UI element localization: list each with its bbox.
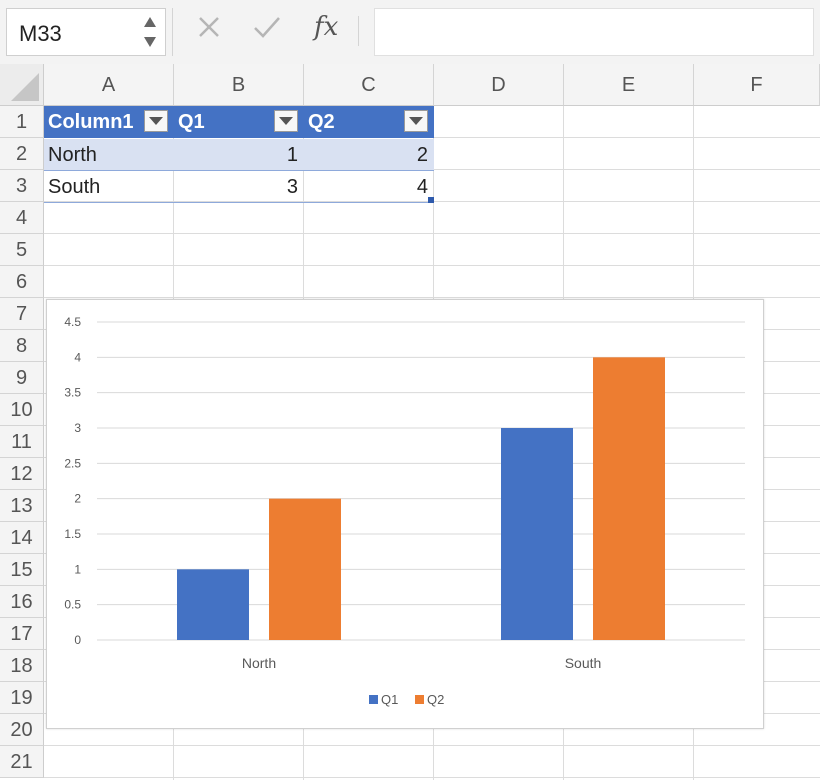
column-header-a[interactable]: A <box>44 64 174 106</box>
y-tick-label: 1.5 <box>64 527 81 541</box>
row-header-1[interactable]: 1 <box>0 106 44 138</box>
table-cell[interactable]: 1 <box>174 139 304 171</box>
name-box-value: M33 <box>19 21 62 46</box>
y-tick-label: 3.5 <box>64 386 81 400</box>
row-header-10[interactable]: 10 <box>0 394 44 426</box>
table-cell[interactable]: 2 <box>304 139 434 171</box>
gridline <box>44 297 820 298</box>
table-header-label: Q1 <box>178 111 205 133</box>
row-header-6[interactable]: 6 <box>0 266 44 298</box>
column-header-c[interactable]: C <box>304 64 434 106</box>
column-chart[interactable]: 0 0.5 1 1.5 2 2.5 3 3.5 4 4.5 North South Q1 Q2 <box>46 299 764 729</box>
formula-bar: M33 fx <box>0 0 820 65</box>
x-tick-label: North <box>242 655 276 671</box>
bar-q1-south <box>501 428 573 640</box>
table-resize-handle[interactable] <box>428 197 434 203</box>
row-header-9[interactable]: 9 <box>0 362 44 394</box>
column-header-f[interactable]: F <box>694 64 820 106</box>
chart-canvas: 0 0.5 1 1.5 2 2.5 3 3.5 4 4.5 North South Q1 Q2 <box>64 315 745 707</box>
check-icon[interactable] <box>252 14 282 40</box>
row-header-11[interactable]: 11 <box>0 426 44 458</box>
name-box-spinner-icon[interactable] <box>143 15 157 49</box>
filter-dropdown-button[interactable] <box>274 110 298 132</box>
select-all-button[interactable] <box>0 64 44 106</box>
row-header-4[interactable]: 4 <box>0 202 44 234</box>
gridline <box>44 777 820 778</box>
legend-swatch-q1 <box>369 695 378 704</box>
name-box[interactable]: M33 <box>6 8 166 56</box>
row-header-15[interactable]: 15 <box>0 554 44 586</box>
bar-q2-south <box>593 357 665 640</box>
legend-label-q1: Q1 <box>381 692 398 707</box>
row-header-18[interactable]: 18 <box>0 650 44 682</box>
table-header-label: Column1 <box>48 111 134 133</box>
bar-q1-north <box>177 569 249 640</box>
table-border <box>44 202 434 203</box>
column-header-e[interactable]: E <box>564 64 694 106</box>
cell-value: 2 <box>416 144 428 166</box>
y-tick-label: 0 <box>74 633 81 647</box>
row-header-17[interactable]: 17 <box>0 618 44 650</box>
row-header-12[interactable]: 12 <box>0 458 44 490</box>
cell-value: 3 <box>286 176 298 198</box>
x-tick-label: South <box>565 655 602 671</box>
cell-value: North <box>48 144 97 166</box>
formula-bar-separator <box>358 16 359 46</box>
y-tick-label: 2.5 <box>64 456 81 470</box>
column-header-d[interactable]: D <box>434 64 564 106</box>
y-tick-label: 4.5 <box>64 315 81 329</box>
cell-value: 1 <box>286 144 298 166</box>
table-border <box>44 170 434 171</box>
table-cell[interactable]: 4 <box>304 171 434 203</box>
legend-swatch-q2 <box>415 695 424 704</box>
row-header-7[interactable]: 7 <box>0 298 44 330</box>
row-header-16[interactable]: 16 <box>0 586 44 618</box>
table-cell[interactable]: South <box>44 171 174 203</box>
y-tick-label: 2 <box>74 492 81 506</box>
filter-dropdown-button[interactable] <box>144 110 168 132</box>
row-header-2[interactable]: 2 <box>0 138 44 170</box>
row-header-13[interactable]: 13 <box>0 490 44 522</box>
row-header-8[interactable]: 8 <box>0 330 44 362</box>
row-header-20[interactable]: 20 <box>0 714 44 746</box>
row-header-19[interactable]: 19 <box>0 682 44 714</box>
gridline <box>44 745 820 746</box>
cell-value: 4 <box>416 176 428 198</box>
fx-icon[interactable]: fx <box>314 12 339 42</box>
table-cell[interactable]: 3 <box>174 171 304 203</box>
table-header-label: Q2 <box>308 111 335 133</box>
gridline <box>44 265 820 266</box>
y-tick-label: 4 <box>74 350 81 364</box>
row-header-3[interactable]: 3 <box>0 170 44 202</box>
formula-input[interactable] <box>374 8 814 56</box>
gridline <box>44 233 820 234</box>
cell-value: South <box>48 176 101 198</box>
table-cell[interactable]: North <box>44 139 174 171</box>
row-header-5[interactable]: 5 <box>0 234 44 266</box>
row-header-14[interactable]: 14 <box>0 522 44 554</box>
y-tick-label: 0.5 <box>64 598 81 612</box>
filter-dropdown-button[interactable] <box>404 110 428 132</box>
y-tick-label: 1 <box>74 562 81 576</box>
legend-label-q2: Q2 <box>427 692 444 707</box>
column-header-b[interactable]: B <box>174 64 304 106</box>
y-tick-label: 3 <box>74 421 81 435</box>
bar-q2-north <box>269 498 341 640</box>
close-icon[interactable] <box>196 14 222 40</box>
row-header-21[interactable]: 21 <box>0 746 44 778</box>
formula-bar-separator <box>172 8 173 56</box>
